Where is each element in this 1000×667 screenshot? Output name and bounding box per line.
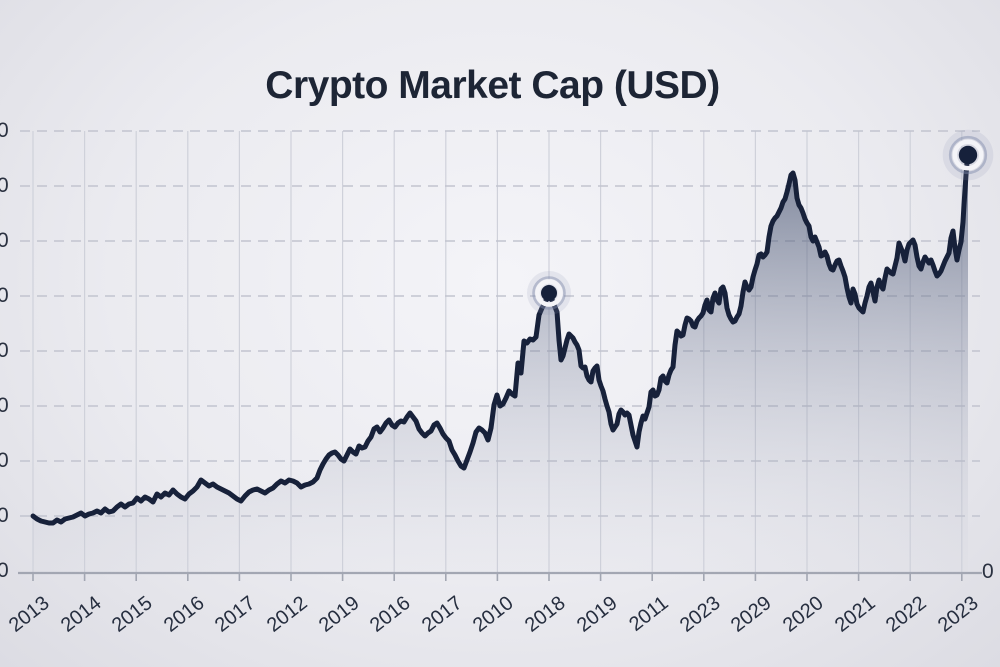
marker-core xyxy=(541,285,557,301)
series-line xyxy=(30,152,971,526)
data-point-marker[interactable] xyxy=(942,129,994,181)
marker-white-ring xyxy=(535,279,563,307)
y-tick-label-right: 0 xyxy=(982,560,994,583)
y-tick-label: 0 xyxy=(0,449,9,472)
y-tick-label: 0 xyxy=(0,284,9,307)
y-tick-label: 0 xyxy=(0,119,9,142)
marker-outer-ring xyxy=(532,276,566,310)
y-tick-label: 0 xyxy=(0,174,9,197)
y-tick-label: 0 xyxy=(0,394,9,417)
y-tick-label: 0 xyxy=(0,229,9,252)
y-tick-label: 0 xyxy=(0,339,9,362)
marker-outer-ring xyxy=(948,135,988,175)
marker-core xyxy=(958,145,978,165)
marker-white-ring xyxy=(952,139,984,171)
data-point-marker[interactable] xyxy=(527,271,571,315)
area-fill xyxy=(33,155,968,573)
y-tick-label: 0 xyxy=(0,559,9,582)
y-tick-label: 0 xyxy=(0,504,9,527)
chart-title: Crypto Market Cap (USD) xyxy=(265,64,720,107)
